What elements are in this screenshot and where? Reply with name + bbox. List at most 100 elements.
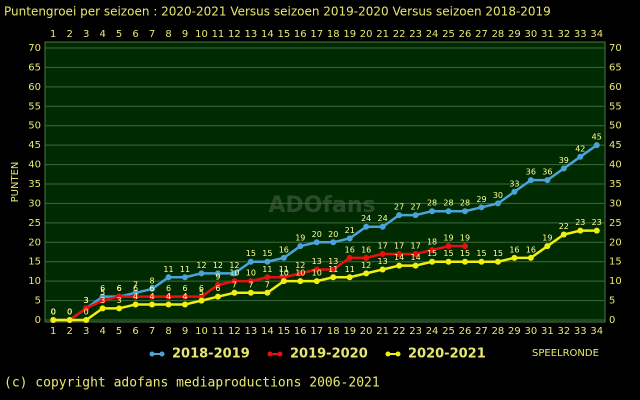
- value-label: 0: [67, 308, 72, 317]
- data-point: [149, 285, 156, 292]
- data-point: [478, 204, 485, 211]
- value-label: 19: [295, 234, 305, 243]
- data-point: [132, 301, 139, 308]
- data-point: [412, 262, 419, 269]
- value-label: 3: [84, 296, 89, 305]
- value-label: 30: [493, 191, 503, 200]
- x-top-tick-label: 21: [376, 29, 389, 40]
- x-tick-label: 12: [228, 326, 241, 337]
- y-tick-label: 10: [28, 276, 41, 287]
- value-label: 10: [229, 269, 239, 278]
- value-label: 6: [150, 284, 155, 293]
- x-top-tick-label: 17: [310, 29, 323, 40]
- x-top-tick-label: 31: [541, 29, 554, 40]
- x-tick-label: 33: [574, 326, 587, 337]
- value-label: 19: [542, 234, 552, 243]
- data-point: [198, 270, 205, 277]
- value-label: 19: [443, 234, 453, 243]
- value-label: 27: [410, 203, 420, 212]
- legend-marker: [395, 351, 401, 357]
- y-tick-label: 50: [28, 121, 41, 132]
- data-point: [214, 270, 221, 277]
- x-tick-label: 11: [212, 326, 225, 337]
- data-point: [527, 177, 534, 184]
- data-point: [247, 258, 254, 265]
- y2-tick-label: 35: [609, 179, 622, 190]
- value-label: 11: [345, 265, 355, 274]
- data-point: [83, 305, 90, 312]
- x-tick-label: 19: [343, 326, 356, 337]
- x-top-tick-label: 26: [459, 29, 472, 40]
- data-point: [280, 254, 287, 261]
- x-tick-label: 13: [245, 326, 258, 337]
- x-top-tick-label: 5: [116, 29, 122, 40]
- data-point: [116, 293, 123, 300]
- x-top-tick-label: 4: [99, 29, 105, 40]
- x-tick-label: 26: [459, 326, 472, 337]
- y2-tick-label: 60: [609, 82, 622, 93]
- legend-label: 2019-2020: [290, 347, 368, 362]
- x-tick-label: 25: [442, 326, 455, 337]
- x-top-tick-label: 9: [182, 29, 188, 40]
- data-point: [182, 301, 188, 308]
- data-point: [99, 305, 106, 312]
- x-top-tick-label: 18: [327, 29, 340, 40]
- value-label: 14: [394, 253, 404, 262]
- data-point: [511, 188, 518, 195]
- legend-label: 2018-2019: [172, 347, 250, 362]
- x-tick-label: 32: [557, 326, 570, 337]
- data-point: [247, 278, 254, 285]
- value-label: 0: [51, 308, 56, 317]
- series-line: [53, 229, 597, 322]
- value-label: 22: [559, 222, 569, 231]
- data-point: [363, 254, 370, 261]
- y2-tick-label: 55: [609, 101, 622, 112]
- y2-tick-label: 5: [609, 296, 615, 307]
- data-point: [445, 243, 452, 250]
- value-label: 4: [133, 292, 138, 301]
- y-tick-label: 70: [28, 43, 41, 54]
- data-point: [445, 208, 452, 215]
- data-point: [264, 258, 271, 265]
- data-point: [149, 293, 156, 300]
- data-point: [247, 289, 254, 296]
- value-label: 24: [378, 214, 388, 223]
- value-label: 16: [526, 245, 536, 254]
- y-tick-label: 25: [28, 218, 41, 229]
- value-label: 7: [133, 280, 138, 289]
- series-line: [53, 144, 598, 322]
- data-point: [429, 247, 436, 254]
- data-point: [593, 227, 600, 234]
- value-label: 15: [262, 249, 272, 258]
- value-label: 0: [67, 308, 72, 317]
- data-point: [593, 142, 600, 149]
- y2-tick-label: 30: [609, 198, 622, 209]
- value-label: 0: [67, 308, 72, 317]
- data-point: [198, 297, 205, 304]
- x-top-tick-label: 34: [590, 29, 603, 40]
- data-point: [149, 301, 156, 308]
- data-point: [99, 297, 106, 304]
- value-label: 45: [592, 133, 602, 142]
- data-point: [182, 293, 188, 300]
- x-tick-label: 10: [195, 326, 208, 337]
- value-label: 6: [117, 284, 122, 293]
- data-point: [313, 266, 320, 273]
- y2-tick-label: 70: [609, 43, 622, 54]
- value-label: 28: [443, 199, 453, 208]
- value-label: 8: [150, 276, 155, 285]
- data-point: [165, 293, 172, 300]
- x-tick-label: 28: [492, 326, 505, 337]
- value-label: 11: [163, 265, 173, 274]
- value-label: 16: [509, 245, 519, 254]
- data-point: [165, 301, 172, 308]
- value-label: 0: [84, 308, 89, 317]
- data-point: [396, 250, 403, 257]
- value-label: 0: [51, 308, 56, 317]
- legend-marker: [267, 351, 273, 357]
- x-top-tick-label: 29: [508, 29, 521, 40]
- data-point: [379, 266, 386, 273]
- y-tick-label: 15: [28, 257, 41, 268]
- chart-title: Puntengroei per seizoen : 2020-2021 Vers…: [4, 5, 551, 19]
- value-label: 5: [100, 288, 105, 297]
